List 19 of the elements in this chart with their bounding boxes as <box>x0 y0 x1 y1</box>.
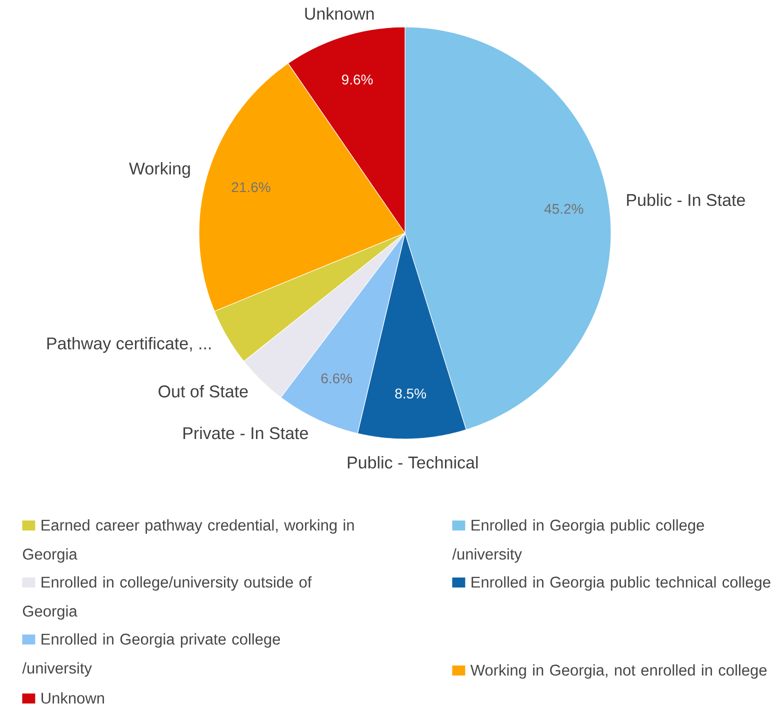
slice-label: Private - In State <box>183 426 308 440</box>
slice-label: Public - In State <box>627 194 745 206</box>
data-label: 9.6% <box>342 74 373 85</box>
slice-label: Working <box>129 162 190 178</box>
text: Enrolled in Georgia public college /university <box>452 519 704 563</box>
slice-label: Pathway certificate, ... <box>47 336 211 353</box>
data-label: 45.2% <box>544 204 584 214</box>
slice-label: Public - Technical <box>348 456 478 469</box>
slice-label: Unknown <box>305 7 374 20</box>
data-label: 21.6% <box>232 182 270 192</box>
data-label: 6.6% <box>321 373 352 384</box>
text: Enrolled in college/university outside of Georgia <box>22 576 312 620</box>
text: Enrolled in Georgia public technical college <box>472 576 770 591</box>
slice-label: Out of State <box>158 384 248 398</box>
text: Working in Georgia, not enrolled in college <box>470 664 767 679</box>
text: Unknown <box>42 692 104 704</box>
text: Enrolled in Georgia private college /university <box>22 633 280 677</box>
data-label: 8.5% <box>395 388 426 399</box>
text: Earned career pathway credential, working in Georgia <box>22 519 354 563</box>
